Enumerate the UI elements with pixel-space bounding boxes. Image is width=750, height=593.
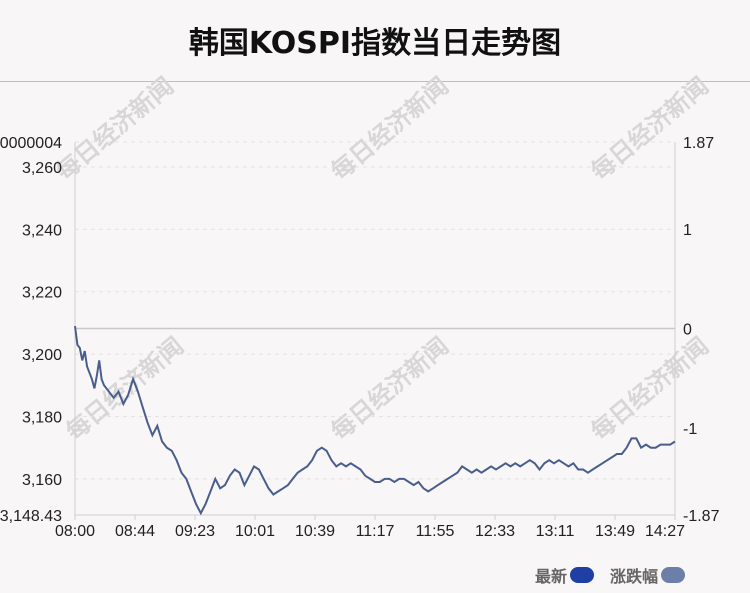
title-divider: [0, 81, 750, 82]
x-tick-label: 13:11: [536, 523, 575, 540]
grid-lines: [75, 141, 675, 480]
x-tick-label: 10:01: [235, 523, 275, 540]
watermark-text: 每日经济新闻: [326, 332, 454, 446]
y-right-tick-label: -1: [683, 421, 697, 438]
x-tick-label: 08:44: [115, 523, 155, 540]
legend-swatch-change[interactable]: [661, 567, 685, 583]
y-left-ticks: 3,160 3,180 3,200 3,220 3,240 3,260 0000004 3,1…: [0, 135, 62, 525]
y-left-tick-label: 3,240: [22, 222, 62, 239]
legend-label-latest: 最新: [534, 567, 567, 586]
y-left-tick-label: 3,260: [22, 160, 62, 177]
legend-label-change: 涨跌幅: [609, 567, 658, 586]
chart-title: 韩国KOSPI指数当日走势图: [188, 26, 562, 61]
x-tick-label: 14:27: [645, 523, 685, 540]
y-right-tick-label: 0: [683, 322, 692, 339]
x-tick-label: 13:49: [595, 523, 635, 540]
watermark-text: 每日经济新闻: [326, 72, 454, 186]
x-tick-label: 10:39: [295, 523, 335, 540]
kospi-series-line: [74, 325, 676, 516]
y-right-tick-label: -1.87: [683, 508, 720, 525]
y-left-max-label: 0000004: [0, 135, 62, 152]
y-right-tick-label: 1: [683, 222, 692, 239]
y-right-ticks: -1.87 -1 0 1 1.87: [683, 135, 720, 525]
y-left-tick-label: 3,180: [22, 410, 62, 427]
y-left-min-label: 3,148.43: [0, 508, 62, 525]
y-left-tick-label: 3,220: [22, 285, 62, 302]
x-ticks: 08:00 08:44 09:23 10:01 10:39 11:17 11:55 12:33…: [55, 515, 685, 540]
legend: 最新 涨跌幅: [535, 563, 685, 587]
x-tick-label: 09:23: [175, 523, 215, 540]
x-tick-label: 12:33: [475, 523, 515, 540]
watermark-text: 每日经济新闻: [586, 72, 714, 186]
y-right-tick-label: 1.87: [683, 135, 714, 152]
legend-swatch-latest[interactable]: [569, 567, 594, 583]
x-tick-label: 08:00: [55, 523, 95, 540]
watermark-text: 每日经济新闻: [51, 72, 179, 186]
x-tick-label: 11:17: [356, 523, 395, 540]
y-left-tick-label: 3,160: [22, 472, 62, 489]
y-left-tick-label: 3,200: [22, 347, 62, 364]
x-tick-label: 11:55: [416, 523, 455, 540]
